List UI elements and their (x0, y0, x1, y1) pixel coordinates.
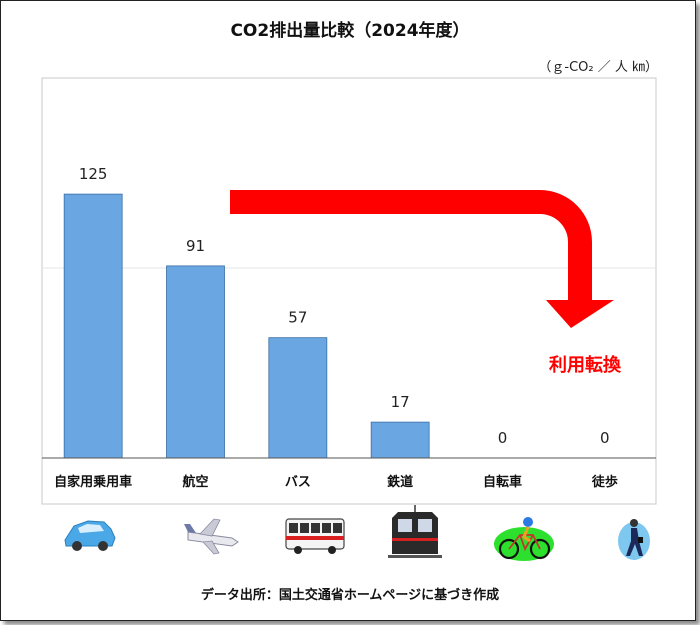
value-label: 57 (288, 309, 307, 327)
bar (370, 421, 430, 459)
value-label: 17 (391, 393, 410, 411)
category-label: バス (285, 475, 311, 490)
train-icon (388, 505, 442, 558)
category-label: 自家用乗用車 (54, 474, 132, 490)
unit-label: （ｇ-CO₂ ／ 人 ㎞） (538, 60, 658, 75)
car-icon (64, 520, 116, 551)
bar (268, 337, 328, 459)
value-label: 91 (186, 237, 205, 255)
data-source-note: データ出所：国土交通省ホームページに基づき作成 (200, 588, 500, 603)
bar (166, 265, 225, 459)
value-label: 0 (498, 429, 508, 447)
walking-person-icon (618, 519, 650, 560)
annotation-text: 利用転換 (549, 354, 622, 376)
value-label: 125 (79, 165, 108, 183)
airplane-icon (184, 518, 239, 555)
bar (63, 193, 123, 459)
chart-title: CO2排出量比較（2024年度） (230, 21, 470, 41)
labels: 125 自家用乗用車 91 航空 57 バス 17 鉄道 0 自転車 0 徒歩 (54, 165, 618, 490)
category-label: 航空 (182, 474, 208, 490)
bicycle-icon (494, 517, 554, 561)
category-label: 徒歩 (591, 474, 618, 490)
plot-area (41, 77, 657, 505)
bars (63, 193, 430, 459)
category-label: 鉄道 (387, 474, 413, 490)
shift-arrow (230, 190, 614, 328)
value-label: 0 (600, 429, 610, 447)
category-label: 自転車 (483, 474, 522, 490)
bus-icon (285, 518, 345, 554)
